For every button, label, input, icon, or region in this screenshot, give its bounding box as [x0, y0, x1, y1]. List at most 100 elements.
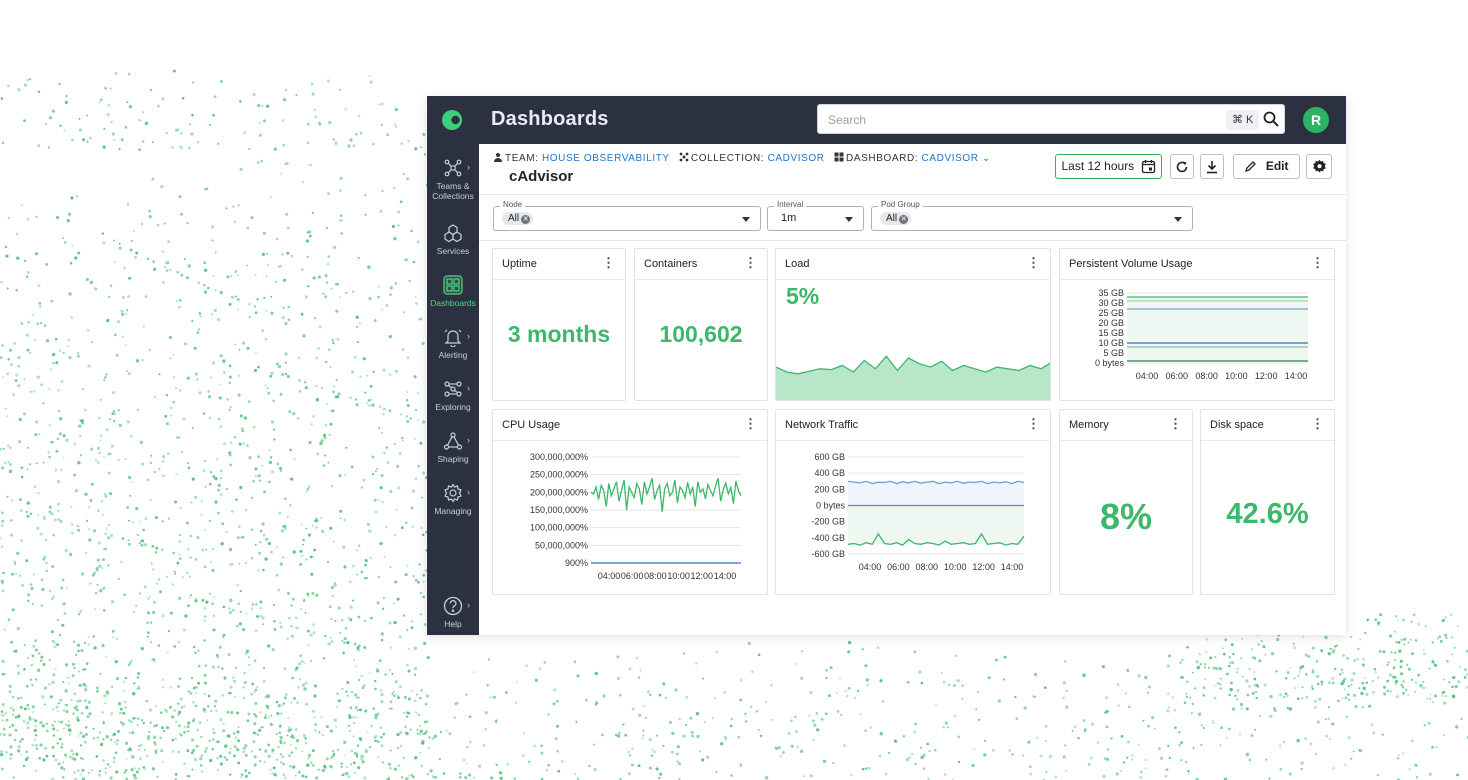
background-dot [366, 402, 369, 405]
background-dot [368, 74, 371, 77]
background-dot [234, 736, 238, 739]
search-icon[interactable] [1262, 110, 1280, 128]
kebab-menu-icon[interactable]: ⋮ [1027, 255, 1040, 270]
sidebar-item-alerting[interactable]: › Alerting [427, 321, 479, 369]
background-dot [243, 672, 246, 674]
node-filter-chip[interactable]: All ✕ [502, 212, 534, 225]
background-dot [416, 732, 419, 735]
kebab-menu-icon[interactable]: ⋮ [744, 416, 757, 431]
background-dot [10, 499, 13, 502]
breadcrumb-dashboard-link[interactable]: CADVISOR [921, 153, 979, 164]
sidebar-item-dashboards[interactable]: Dashboards [427, 269, 479, 317]
kebab-menu-icon[interactable]: ⋮ [602, 255, 615, 270]
logo-icon[interactable] [441, 109, 463, 131]
caret-down-icon[interactable] [742, 217, 750, 222]
kebab-menu-icon[interactable]: ⋮ [1169, 416, 1182, 431]
background-dot [124, 344, 127, 347]
background-dot [187, 462, 189, 465]
chip-remove-icon[interactable]: ✕ [521, 215, 531, 224]
sidebar-item-exploring[interactable]: › Exploring [427, 373, 479, 421]
background-dot [171, 146, 174, 149]
settings-button[interactable] [1306, 154, 1332, 179]
background-dot [8, 469, 13, 474]
pod-group-filter[interactable]: Pod Group All ✕ [871, 200, 1193, 231]
sidebar-item-teams-collections[interactable]: › Teams & Collections [427, 152, 479, 201]
background-dot [9, 363, 13, 366]
kebab-menu-icon[interactable]: ⋮ [1311, 416, 1324, 431]
sidebar-item-help[interactable]: › Help [427, 590, 479, 638]
background-dot [411, 620, 414, 623]
refresh-button[interactable] [1170, 154, 1194, 179]
interval-filter[interactable]: Interval 1m [767, 200, 864, 231]
background-dot [112, 411, 116, 416]
background-dot [296, 701, 299, 704]
background-dot [809, 690, 813, 695]
background-dot [307, 756, 310, 760]
background-dot [241, 535, 246, 539]
background-dot [1395, 641, 1398, 644]
background-dot [312, 623, 316, 626]
background-dot [231, 510, 234, 513]
background-dot [376, 467, 379, 470]
pod-group-filter-label: Pod Group [878, 200, 923, 209]
chip-remove-icon[interactable]: ✕ [899, 215, 909, 224]
caret-down-icon[interactable] [845, 217, 853, 222]
background-dot [1400, 672, 1404, 676]
background-dot [330, 640, 334, 644]
sidebar-item-managing[interactable]: › Managing [427, 477, 479, 525]
kebab-menu-icon[interactable]: ⋮ [1311, 255, 1324, 270]
background-dot [283, 278, 287, 282]
chevron-down-icon[interactable]: ⌄ [981, 153, 991, 164]
background-dot [319, 441, 323, 446]
background-dot [682, 734, 686, 738]
breadcrumb-team-link[interactable]: HOUSE OBSERVABILITY [541, 153, 670, 164]
background-dot [365, 750, 368, 753]
pod-group-filter-chip[interactable]: All ✕ [880, 212, 912, 225]
time-range-button[interactable]: Last 12 hours [1055, 154, 1162, 179]
background-dot [1225, 736, 1228, 739]
edit-button[interactable]: Edit [1233, 154, 1300, 179]
background-dot [1297, 674, 1300, 677]
background-dot [160, 185, 164, 189]
background-dot [1131, 754, 1134, 757]
background-dot [306, 592, 310, 596]
background-dot [355, 325, 359, 328]
background-dot [1, 581, 4, 585]
background-dot [202, 412, 206, 415]
search-box[interactable]: ⌘ K [817, 104, 1285, 134]
background-dot [374, 739, 377, 742]
caret-down-icon[interactable] [1174, 217, 1182, 222]
background-dot [143, 543, 148, 547]
background-dot [153, 267, 157, 271]
sidebar-item-shaping[interactable]: › Shaping [427, 425, 479, 473]
download-button[interactable] [1200, 154, 1224, 179]
background-dot [1250, 733, 1254, 738]
background-dot [1374, 670, 1377, 674]
search-input[interactable] [828, 111, 1208, 129]
background-dot [2, 376, 5, 379]
background-dot [313, 548, 317, 552]
background-dot [248, 656, 250, 659]
background-dot [304, 681, 308, 685]
background-dot [1442, 734, 1445, 737]
background-dot [35, 648, 38, 652]
refresh-icon [1176, 161, 1188, 173]
background-dot [124, 126, 128, 129]
kebab-menu-icon[interactable]: ⋮ [1027, 416, 1040, 431]
background-dot [346, 766, 349, 769]
node-filter[interactable]: Node All ✕ [493, 200, 761, 231]
background-dot [214, 500, 218, 504]
background-dot [106, 692, 110, 696]
user-avatar[interactable]: R [1303, 107, 1329, 133]
breadcrumb-collection-link[interactable]: CADVISOR [767, 153, 825, 164]
background-dot [190, 676, 194, 680]
background-dot [416, 728, 419, 731]
background-dot [80, 711, 84, 715]
background-dot [197, 649, 200, 652]
kebab-menu-icon[interactable]: ⋮ [744, 255, 757, 270]
background-dot [284, 776, 287, 779]
background-dot [52, 777, 55, 780]
background-dot [37, 514, 40, 517]
background-dot [1142, 719, 1145, 722]
sidebar-item-services[interactable]: Services [427, 217, 479, 265]
